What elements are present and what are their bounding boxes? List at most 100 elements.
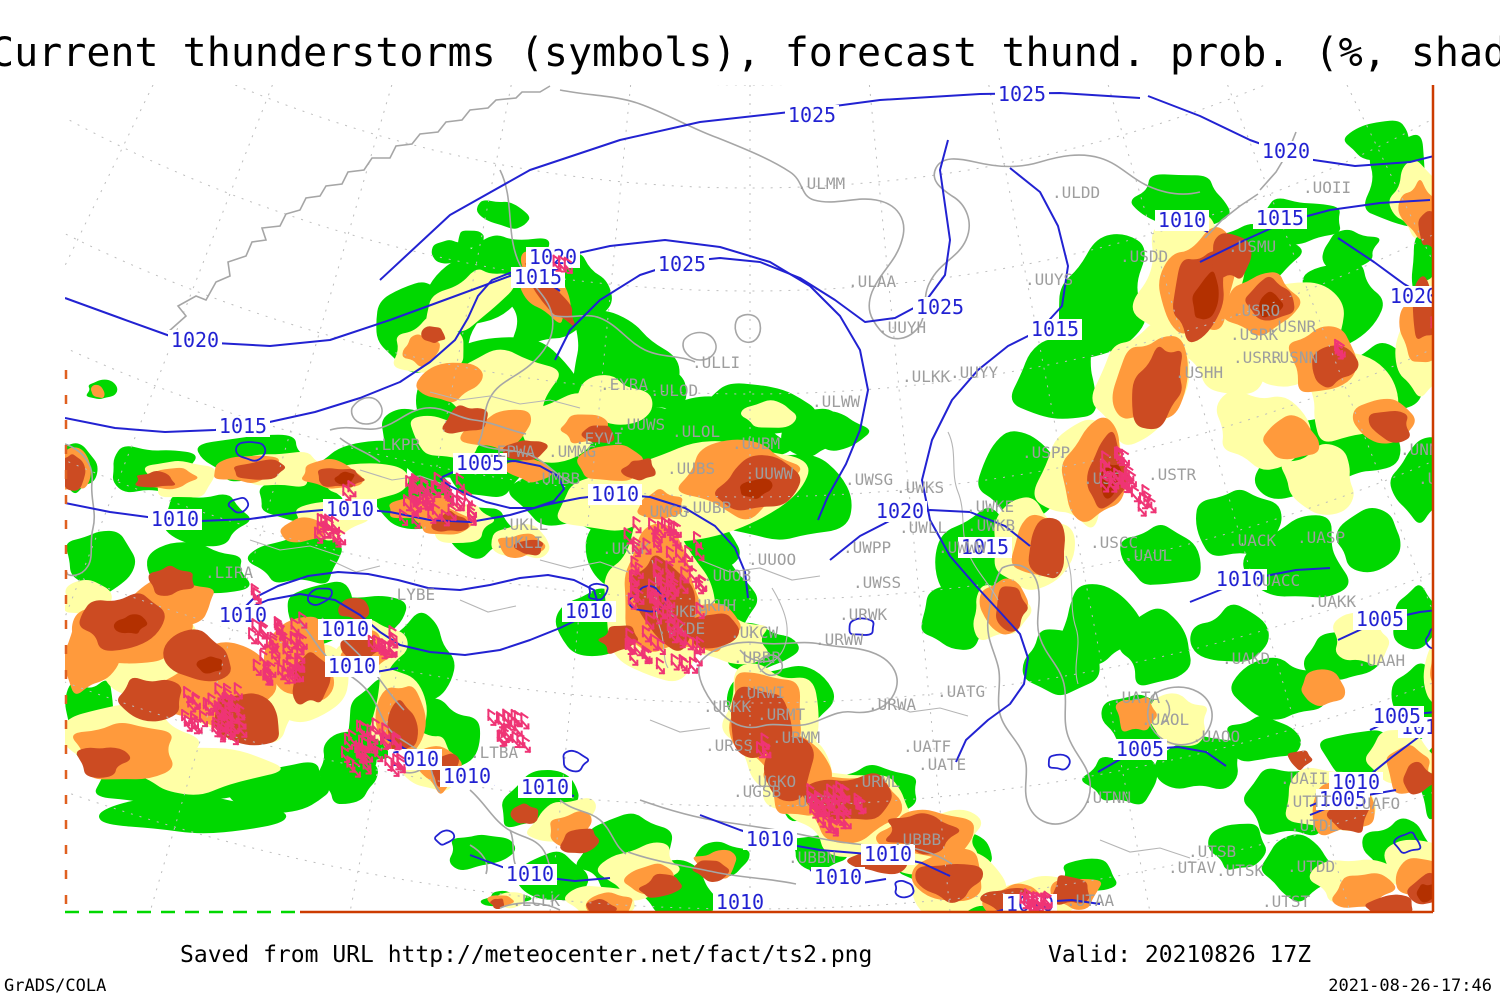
isobar-value-label: 1010 [1216, 567, 1264, 591]
station-label: .ULAA [848, 272, 897, 291]
station-label: .USHH [1175, 363, 1223, 382]
station-label: .URKK [703, 697, 752, 716]
station-label: .USNR [1268, 317, 1317, 336]
station-label: .UTAV [1168, 858, 1217, 877]
station-label: .UUYH [878, 318, 926, 337]
station-label: .UATE [918, 755, 966, 774]
station-label: .ULWW [812, 392, 861, 411]
isobar-value-label: 1020 [1262, 139, 1310, 163]
station-label: .UWKE [966, 497, 1014, 516]
station-label: .UTST [1262, 892, 1311, 911]
thunderstorm-symbol-cluster [398, 471, 478, 530]
station-label: .UWWW [938, 538, 987, 557]
station-label: .ULMM [797, 174, 845, 193]
station-label: .UGSB [733, 782, 781, 801]
station-label: .URRR [733, 648, 782, 667]
isobar-value-label: 1015 [1256, 206, 1304, 230]
isobar-value-label: 1010 [746, 827, 794, 851]
station-label: .UTTT [1283, 792, 1332, 811]
station-label: .UAII [1280, 769, 1328, 788]
isobar-value-label: 1010 [814, 865, 862, 889]
station-label: .EPWA [487, 442, 536, 461]
thunderstorm-symbol-cluster [1333, 338, 1347, 360]
station-label: .UMMG [548, 442, 596, 461]
station-label: .LCLK [512, 891, 561, 910]
thunderstorm-symbol-cluster [340, 717, 407, 779]
isobar-value-label: 1010 [443, 764, 491, 788]
isobar-value-label: 1005 [1356, 607, 1404, 631]
station-label: .ULDD [1052, 183, 1100, 202]
station-label: .UTNN [1083, 788, 1131, 807]
station-label: .UAKD [1222, 649, 1270, 668]
station-label: .URWK [839, 605, 888, 624]
shading-level-dark [113, 271, 1433, 903]
station-label: .URMM [772, 728, 820, 747]
isobar-value-label: 1020 [1390, 284, 1438, 308]
station-label: .UAOO [1192, 727, 1240, 746]
isobar-value-label: 1015 [961, 535, 1009, 559]
isobar-value-label: 1010 [151, 507, 199, 531]
station-label: .UUWW [745, 464, 794, 483]
station-label: .UTDD [1287, 857, 1335, 876]
thunderstorm-symbol-cluster [180, 682, 248, 746]
isobar-value-label: 1010 [591, 482, 639, 506]
station-label: .UOII [1303, 178, 1351, 197]
station-label: .UUBP [683, 498, 731, 517]
station-label: .UAFO [1352, 794, 1400, 813]
probability-shading [65, 120, 1433, 912]
grads-credit-text: GrADS/COLA [4, 976, 107, 996]
station-label: .UMBB [532, 469, 580, 488]
station-label: .USMU [1228, 237, 1276, 256]
thunderstorm-symbol-cluster [623, 515, 708, 675]
station-label: .ULKK [902, 367, 951, 386]
thunderstorm-symbol-cluster [805, 780, 867, 837]
saved-from-url-text: Saved from URL http://meteocenter.net/fa… [180, 942, 873, 968]
station-label: .URWI [737, 683, 785, 702]
station-label: .UNBB [1418, 469, 1466, 488]
station-label: .UAAH [1357, 651, 1405, 670]
isobar-value-label: 1015 [1031, 317, 1079, 341]
storm-symbol-clusters [180, 254, 1433, 912]
station-label: .UWSG [845, 470, 893, 489]
station-label: .UTSK [1216, 861, 1265, 880]
thunderstorm-symbol-cluster [247, 611, 309, 687]
station-label: .USDD [1120, 247, 1168, 266]
isobar-value-label: 1020 [876, 499, 924, 523]
station-label: .URWA [868, 695, 917, 714]
station-label: .UGKO [748, 772, 796, 791]
station-label: .UBBN [788, 848, 836, 867]
station-label: .UWKS [896, 478, 944, 497]
thunderstorm-symbol-cluster [1099, 445, 1138, 494]
station-label: .UUYS [1025, 270, 1073, 289]
station-label: .URMT [757, 705, 806, 724]
station-label: .UACK [1228, 531, 1277, 550]
station-label: .ULLI [692, 353, 740, 372]
isobar-value-label: 1010 [716, 890, 764, 914]
station-label: .UAUL [1124, 546, 1172, 565]
station-label: .UNNT [1400, 440, 1449, 459]
map-canvas: 1025 1025 1025 1025 1015 1015 1015 1020 1020 1020… [65, 85, 1466, 914]
thunderstorm-symbol-cluster [486, 708, 532, 754]
station-label: .UUOB [703, 566, 751, 585]
station-label: .USPP [1022, 443, 1070, 462]
station-label: .EYRA [600, 375, 649, 394]
isobar-value-label: 1005 [1373, 704, 1421, 728]
station-labels: .ULMM .ULDD .UOII .ULAA .UUYS .USDD .USMU .USRO… [205, 174, 1466, 911]
isobar-value-label: 1010 [864, 842, 912, 866]
station-label: .UTDL [1290, 816, 1338, 835]
station-label: .URML [852, 772, 900, 791]
thunderstorm-symbol-cluster [250, 583, 263, 605]
station-label: .UASP [1297, 528, 1345, 547]
station-label: .USTR [1148, 465, 1197, 484]
station-label: .UATG [937, 682, 985, 701]
isobar-value-label: 1015 [514, 265, 562, 289]
isobar-value-label: 1010 [506, 862, 554, 886]
station-label: .UBBB [893, 830, 941, 849]
station-label: .USNN [1270, 348, 1318, 367]
station-label: .UUYY [950, 363, 999, 382]
station-label: .UATA [1112, 688, 1161, 707]
station-label: .UTSB [1188, 842, 1236, 861]
station-label: .UKLL [500, 515, 548, 534]
station-label: .USRO [1232, 301, 1280, 320]
